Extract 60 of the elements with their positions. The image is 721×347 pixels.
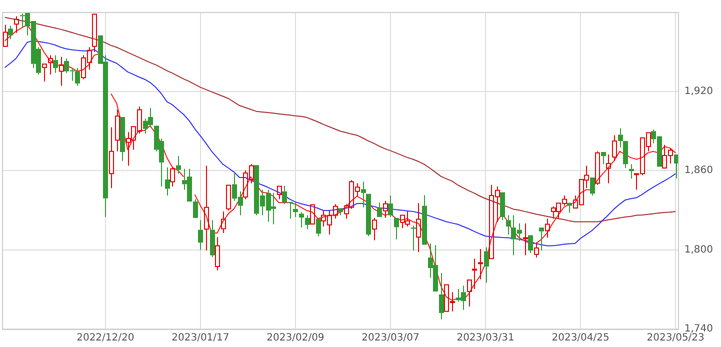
candlestick [366,194,372,237]
candlestick [484,246,490,284]
candlestick [416,202,422,253]
candlestick [382,200,388,218]
candlestick [214,236,220,271]
candlestick [114,109,120,152]
candlestick [500,192,506,221]
candlestick [120,117,126,162]
candlestick [388,194,394,218]
candlestick [338,208,344,216]
candlestick [622,141,628,168]
candlestick [58,56,64,86]
candlestick [422,194,428,245]
candlestick [478,248,484,280]
candlestick [316,218,322,237]
candlestick [566,202,572,214]
x-tick-label: 2023/03/07 [362,332,420,344]
candlestick [74,68,80,86]
candlestick [298,212,304,228]
candlestick [48,54,54,75]
x-tick-label: 2023/01/17 [172,332,230,344]
candlestick [292,202,298,218]
x-tick-label: 2023/05/23 [646,332,704,344]
candlestick [606,154,612,184]
candlestick [372,217,378,241]
candlestick [438,272,444,320]
candlestick [394,218,400,240]
candlestick [600,152,606,165]
candlestick [466,279,472,308]
candlestick [176,156,182,174]
candlestick [204,165,210,252]
x-tick-label: 2022/12/20 [76,332,134,344]
candlestick [198,220,204,250]
x-tick-label: 2023/03/31 [456,332,514,344]
candlestick [590,178,596,196]
candlestick [304,214,310,230]
candlestick [220,210,226,234]
candlestick [528,235,534,254]
candlestick [618,128,624,148]
x-tick-label: 2023/04/25 [552,332,610,344]
candlestick [612,134,618,162]
candlestick [522,222,528,256]
candlestick [360,181,366,208]
candlestick [8,25,14,40]
candlestick [538,228,544,252]
candlestick [210,220,216,258]
candlestick [52,54,58,74]
x-tick-label: 2023/02/09 [266,332,324,344]
candlestick [506,214,512,236]
candlestick [164,166,170,196]
candlestick [108,126,114,189]
y-tick-label: 1,800 [684,244,714,256]
candlestick [276,186,282,200]
candlestick [310,204,316,224]
y-tick-label: 1,860 [684,165,714,176]
y-tick-label: 1,920 [684,86,714,97]
candlestick [472,258,478,290]
candlestick [544,218,550,238]
candlestick [42,64,48,82]
candlestick [14,16,20,34]
